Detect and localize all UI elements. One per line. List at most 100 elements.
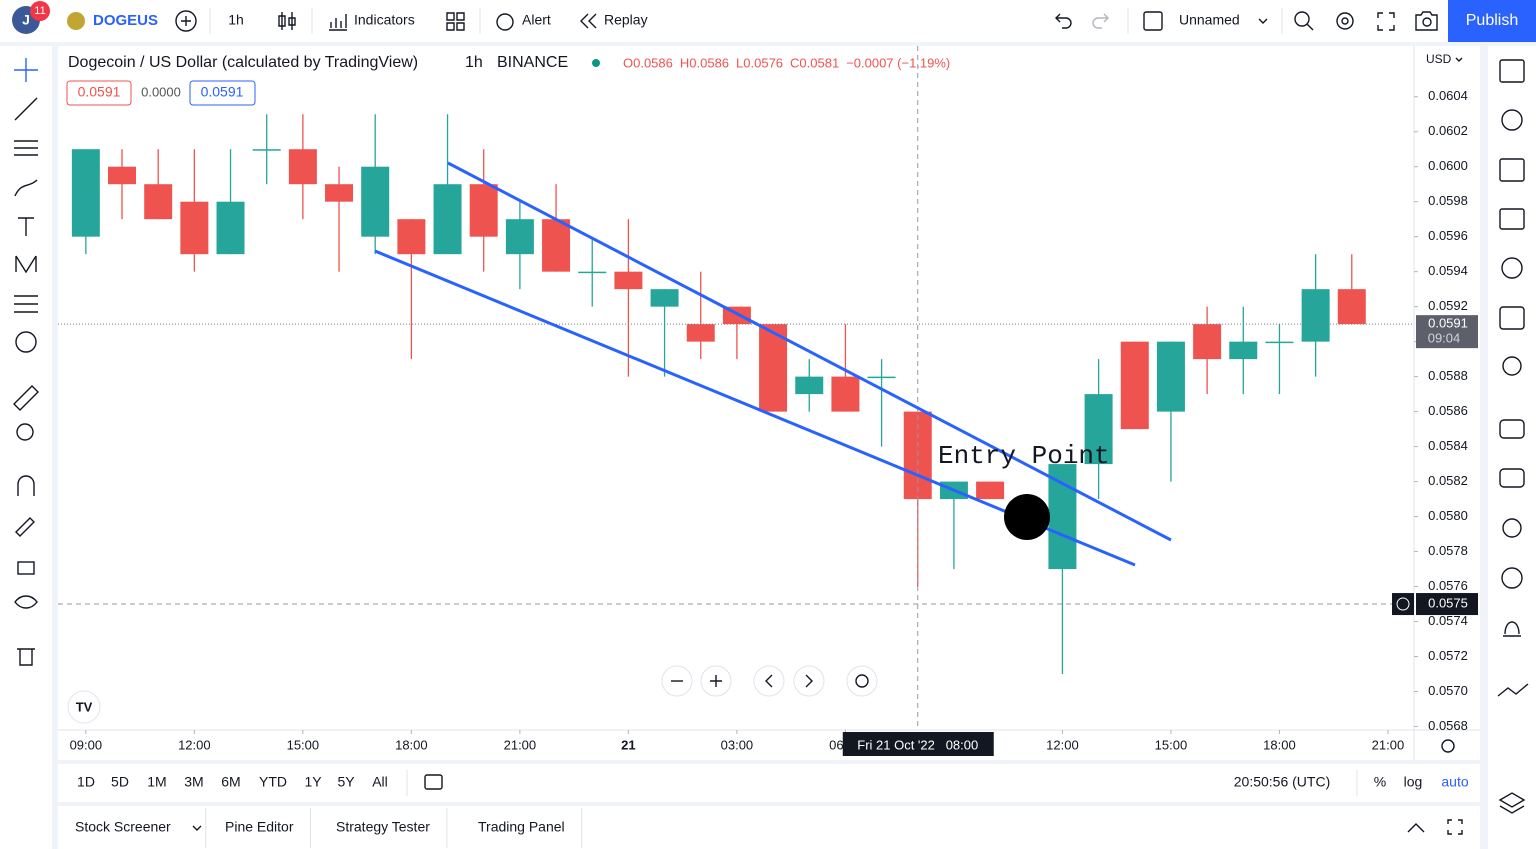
- y-tick-label: 0.0602: [1428, 123, 1468, 138]
- ohlc-value: O0.0586: [623, 55, 673, 70]
- range-button[interactable]: 1Y: [304, 774, 322, 790]
- ideas[interactable]: [1502, 356, 1522, 376]
- forecast-tool[interactable]: [14, 295, 38, 313]
- notifications[interactable]: [1503, 621, 1521, 637]
- streams[interactable]: [1502, 518, 1522, 538]
- crosshair-time: Fri 21 Oct '22 08:00: [857, 737, 978, 752]
- x-tick-label: 21:00: [504, 737, 537, 752]
- candle-body: [976, 481, 1005, 500]
- scroll-left[interactable]: [753, 665, 785, 697]
- replay[interactable]: Replay: [604, 12, 648, 28]
- x-tick-label: 09:00: [70, 737, 103, 752]
- fib-tool[interactable]: [14, 140, 38, 156]
- hide-tool[interactable]: [14, 595, 38, 609]
- y-tick-label: 0.0600: [1428, 158, 1468, 173]
- tab[interactable]: Pine Editor: [225, 819, 294, 835]
- icon-tool[interactable]: [15, 331, 37, 353]
- lock-draw-tool[interactable]: [15, 517, 35, 537]
- zoom-tool[interactable]: [16, 423, 34, 441]
- y-tick-label: 0.0596: [1428, 228, 1468, 243]
- interval[interactable]: 1h: [228, 12, 244, 28]
- x-tick-label: 15:00: [1155, 737, 1188, 752]
- hotlists[interactable]: [1501, 257, 1523, 279]
- templates-icon[interactable]: [446, 12, 465, 31]
- currency-caret: [1455, 57, 1463, 62]
- broadcast[interactable]: [1501, 567, 1523, 589]
- y-tick-label: 0.0588: [1428, 368, 1468, 383]
- axis-settings[interactable]: [1441, 739, 1455, 753]
- maximize[interactable]: [1447, 819, 1463, 835]
- add-symbol[interactable]: [175, 10, 197, 32]
- x-tick-label: 15:00: [287, 737, 320, 752]
- line-tool[interactable]: [14, 97, 38, 121]
- layout-name[interactable]: Unnamed: [1179, 12, 1240, 28]
- log-toggle[interactable]: log: [1404, 774, 1423, 790]
- trading[interactable]: [1497, 683, 1529, 697]
- avatar-letter: J: [22, 12, 30, 28]
- range-button[interactable]: All: [372, 774, 388, 790]
- alerts[interactable]: [1501, 109, 1523, 131]
- y-tick-label: 0.0594: [1428, 263, 1468, 278]
- brush-tool[interactable]: [14, 179, 38, 197]
- chats[interactable]: [1499, 419, 1525, 439]
- tv-logo[interactable]: [67, 690, 101, 724]
- range-button[interactable]: 6M: [221, 774, 240, 790]
- ohlc-value: −0.0007 (−1.19%): [846, 55, 950, 70]
- settings[interactable]: [1336, 12, 1354, 30]
- y-tick-label: 0.0578: [1428, 543, 1468, 558]
- publish-button[interactable]: [1448, 0, 1536, 42]
- sell-box[interactable]: [66, 80, 132, 106]
- collapse[interactable]: [1407, 823, 1425, 833]
- calendar[interactable]: [1499, 306, 1525, 330]
- currency[interactable]: USD: [1426, 52, 1452, 66]
- fullscreen[interactable]: [1377, 12, 1395, 31]
- lock-tool[interactable]: [17, 561, 35, 575]
- left-arrow: [765, 674, 773, 688]
- ruler-tool[interactable]: [13, 385, 39, 411]
- news[interactable]: [1499, 158, 1525, 182]
- drawing-tools[interactable]: [13, 58, 39, 666]
- lens: [1422, 17, 1432, 27]
- tab[interactable]: Strategy Tester: [336, 819, 430, 835]
- right-arrow: [805, 674, 813, 688]
- x-tick-label: 03:00: [721, 737, 754, 752]
- indicators[interactable]: Indicators: [354, 12, 415, 28]
- text-tool[interactable]: [18, 217, 34, 236]
- cursor-tool[interactable]: [14, 58, 38, 82]
- bottom-tabs: [58, 806, 1480, 849]
- range-button[interactable]: YTD: [259, 774, 287, 790]
- range-button[interactable]: 5Y: [337, 774, 355, 790]
- undo[interactable]: [1055, 13, 1072, 29]
- auto-toggle[interactable]: auto: [1441, 774, 1468, 790]
- date-range[interactable]: [424, 774, 443, 790]
- candle-body: [542, 219, 571, 272]
- percent-toggle[interactable]: %: [1374, 774, 1386, 790]
- magnet-tool[interactable]: [17, 475, 35, 496]
- delete-tool[interactable]: [17, 648, 35, 666]
- scroll-right[interactable]: [793, 665, 825, 697]
- tab[interactable]: Stock Screener: [75, 819, 171, 835]
- range-button[interactable]: 3M: [184, 774, 203, 790]
- sidebar-icons[interactable]: [1497, 59, 1529, 814]
- range-button[interactable]: 1D: [77, 774, 95, 790]
- y-tick-label: 0.0582: [1428, 473, 1468, 488]
- reset[interactable]: [846, 665, 878, 697]
- pattern-tool[interactable]: [15, 255, 37, 274]
- chart-type-icon[interactable]: [278, 12, 296, 30]
- range-button[interactable]: 1M: [147, 774, 166, 790]
- alert[interactable]: Alert: [522, 12, 551, 28]
- search[interactable]: [1294, 11, 1310, 27]
- buy-box[interactable]: [189, 80, 256, 106]
- watchlist[interactable]: [1499, 59, 1525, 83]
- right-sidebar: [1488, 46, 1536, 849]
- data-window[interactable]: [1499, 208, 1525, 230]
- range-button[interactable]: 5D: [111, 774, 129, 790]
- candle-body: [1265, 341, 1294, 344]
- symbol[interactable]: DOGEUS: [93, 12, 158, 29]
- tab[interactable]: Trading Panel: [478, 819, 565, 835]
- object-tree[interactable]: [1498, 792, 1526, 814]
- redo[interactable]: [1092, 13, 1109, 29]
- snapshot[interactable]: [1415, 11, 1438, 31]
- messages[interactable]: [1499, 468, 1525, 488]
- trend-line[interactable]: [447, 161, 1172, 542]
